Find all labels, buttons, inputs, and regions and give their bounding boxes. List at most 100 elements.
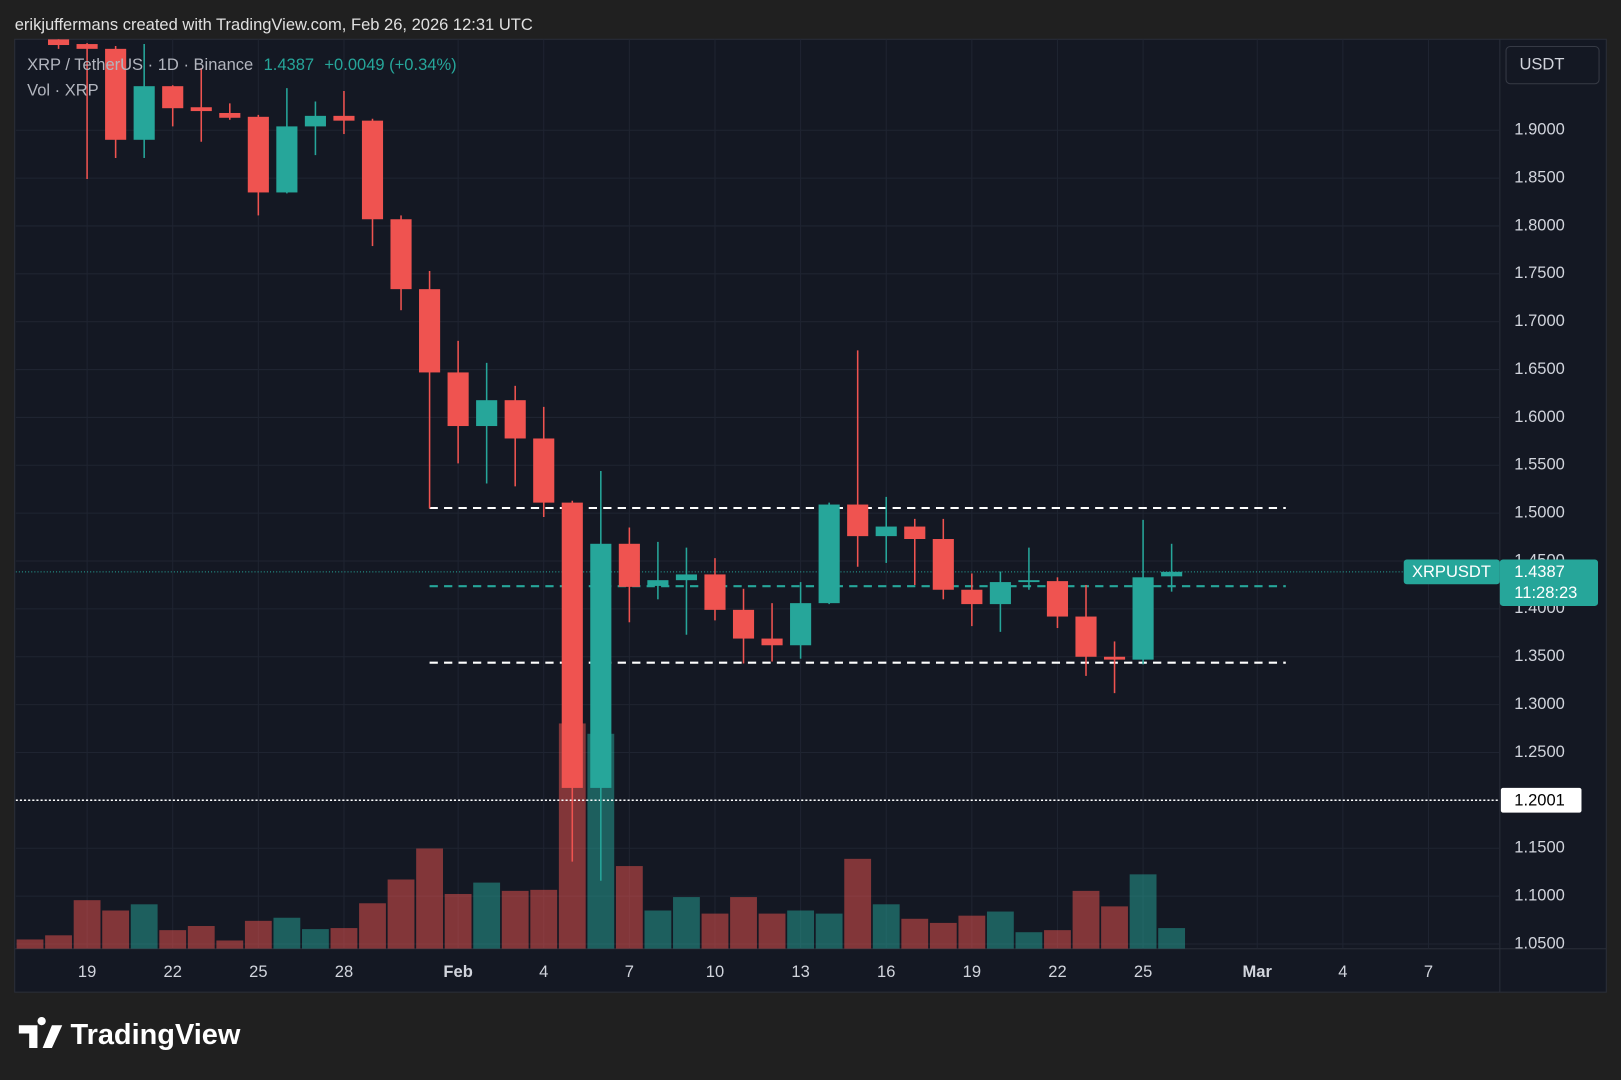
candle-body (476, 400, 498, 427)
volume-bar (473, 882, 501, 949)
volume-bar (1101, 906, 1128, 949)
candle-body (761, 638, 783, 646)
candle-body (304, 115, 326, 127)
candle-body (961, 589, 983, 605)
candle-body (447, 372, 469, 427)
candle-body (1103, 656, 1126, 660)
volume-bar (901, 918, 929, 949)
symbol-tag (1403, 559, 1500, 585)
y-tick-label: 1.2500 (1514, 742, 1565, 761)
currency[interactable]: USDT (1519, 54, 1564, 73)
volume-bar (1015, 932, 1043, 949)
y-tick-label: 1.7500 (1514, 263, 1565, 282)
volume-bar (130, 904, 158, 949)
volume-bar (530, 889, 558, 949)
volume-bar (330, 928, 358, 949)
candle-body (1046, 581, 1069, 617)
candle-body (675, 574, 698, 581)
brand: TradingView (71, 1019, 241, 1051)
candle-body (1075, 616, 1097, 657)
volume-bar (1129, 874, 1157, 949)
volume-bar (1072, 890, 1100, 949)
candle-body (618, 543, 640, 587)
volume-bar (302, 929, 329, 949)
candle-body (190, 107, 212, 112)
y-tick-label: 1.7000 (1514, 311, 1565, 330)
y-tick-label: 1.5000 (1514, 503, 1565, 522)
candle-body (647, 580, 669, 586)
x-tick-label: Mar (1243, 962, 1273, 981)
x-tick-label: 28 (335, 962, 353, 981)
candle-body (732, 609, 755, 639)
volume-bar (387, 879, 415, 949)
candle-body (47, 39, 70, 46)
brand-logo (18, 1016, 63, 1048)
volume-bar (273, 917, 301, 949)
y-tick-label: 1.3500 (1514, 646, 1565, 665)
volume-bar (730, 897, 757, 949)
volume-bar (673, 897, 700, 949)
y-tick-label: 1.8000 (1514, 215, 1565, 234)
candle-body (1132, 577, 1154, 660)
x-tick-label: 22 (1048, 962, 1066, 981)
x-tick-label: 16 (877, 962, 895, 981)
x-tick-label: 25 (249, 962, 267, 981)
y-tick-label: 1.1000 (1514, 885, 1565, 904)
volume-bar (929, 922, 957, 949)
volume-bar (501, 890, 529, 949)
candle-body (904, 526, 926, 540)
candle-body (105, 48, 127, 140)
y-tick-label: 1.3000 (1514, 694, 1565, 713)
y-tick-label: 1.1500 (1514, 838, 1565, 857)
candle-body (333, 115, 355, 121)
volume-legend: Vol · XRP (27, 80, 99, 99)
candle-body (1161, 571, 1183, 577)
attribution: erikjuffermans created with TradingView.… (15, 15, 533, 34)
volume-bar (444, 893, 472, 949)
volume-bar (1044, 930, 1071, 949)
volume-bar (416, 848, 443, 949)
candle-body (76, 44, 98, 49)
x-tick-label: 7 (625, 962, 634, 981)
volume-bar (73, 900, 101, 949)
x-tick-label: 19 (963, 962, 981, 981)
symbol-tag-label: XRPUSDT (1412, 562, 1491, 581)
candle-body (932, 539, 954, 590)
volume-bar (216, 940, 244, 949)
candle-body (390, 219, 412, 290)
volume-bar (644, 910, 672, 949)
volume-bar (758, 913, 786, 949)
x-tick-label: 25 (1134, 962, 1152, 981)
volume-bar (187, 926, 215, 949)
volume-bar (159, 930, 187, 949)
volume-bar (958, 915, 986, 949)
x-tick-label: 7 (1424, 962, 1433, 981)
candle-body (561, 502, 583, 788)
candle-body (818, 504, 840, 604)
candle-body (361, 120, 384, 220)
currency-button[interactable] (1505, 45, 1600, 85)
change: +0.0049 (+0.34%) (324, 56, 456, 75)
legend: XRP / TetherUS · 1D · Binance 1.4387 +0.00… (27, 56, 457, 75)
price-line-label: 1.2001 (1514, 791, 1565, 810)
candle-body (533, 438, 555, 503)
y-tick-label: 1.8500 (1514, 167, 1565, 186)
x-tick-label: 19 (78, 962, 96, 981)
chart-panel (14, 38, 1607, 993)
x-tick-label: 13 (791, 962, 809, 981)
y-tick-label: 1.6500 (1514, 359, 1565, 378)
candle-body (989, 582, 1011, 605)
last-price-tag (1499, 559, 1599, 606)
volume-bar (787, 910, 815, 949)
volume-bar (45, 935, 72, 949)
volume-bar (872, 904, 900, 949)
x-tick-label: 22 (164, 962, 182, 981)
x-tick-label: 4 (1338, 962, 1347, 981)
price-line-tag (1500, 787, 1582, 813)
candle-body (704, 574, 726, 610)
y-tick-label: 1.9000 (1514, 120, 1565, 139)
x-tick-label: 4 (539, 962, 548, 981)
volume-bar (615, 866, 643, 949)
candle-body (219, 112, 241, 118)
